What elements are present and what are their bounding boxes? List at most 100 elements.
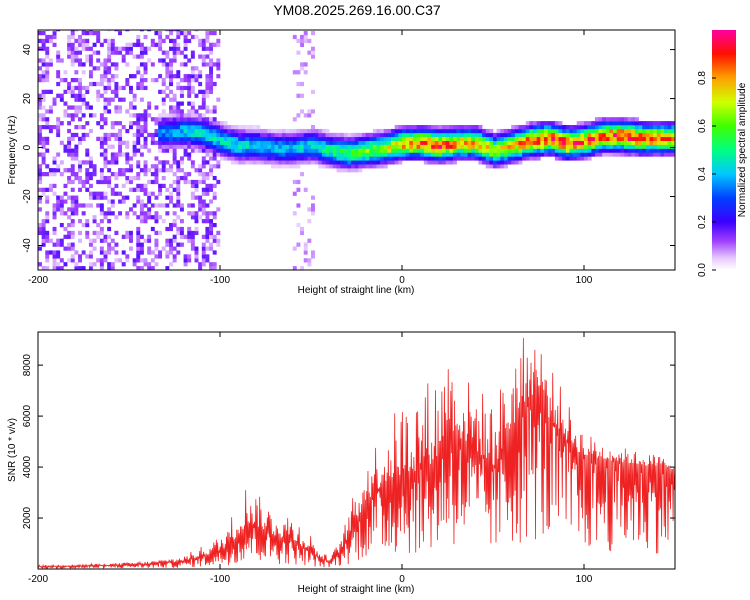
heatmap-cell (227, 140, 232, 145)
heatmap-cell (161, 62, 166, 67)
heatmap-cell (336, 144, 341, 149)
heatmap-cell (190, 78, 195, 83)
heatmap-cell (150, 136, 155, 141)
heatmap-cell (638, 140, 643, 145)
heatmap-cell (220, 152, 224, 157)
heatmap-cell (292, 266, 297, 270)
heatmap-cell (463, 148, 468, 153)
heatmap-cell (179, 136, 184, 141)
heatmap-cell (201, 187, 206, 192)
heatmap-cell (405, 152, 410, 157)
heatmap-cell (99, 207, 104, 212)
heatmap-cell (314, 156, 319, 161)
heatmap-cell (74, 262, 79, 267)
heatmap-cell (209, 62, 214, 67)
heatmap-cell (329, 160, 334, 165)
heatmap-cell (67, 121, 72, 126)
snr-series-line (38, 337, 675, 569)
heatmap-cell (110, 266, 115, 270)
heatmap-cell (161, 125, 166, 130)
heatmap-cell (387, 128, 392, 134)
heatmap-cell (88, 191, 93, 196)
heatmap-cell (402, 140, 406, 145)
heatmap-cell (183, 38, 188, 44)
heatmap-cell (642, 121, 647, 126)
heatmap-cell (314, 152, 319, 157)
heatmap-cell (391, 128, 396, 134)
heatmap-cell (154, 215, 159, 220)
heatmap-cell (205, 246, 210, 251)
heatmap-cell (285, 144, 290, 149)
heatmap-cell (201, 140, 206, 145)
heatmap-cell (587, 121, 592, 126)
heatmap-cell (220, 121, 224, 126)
heatmap-cell (423, 136, 428, 141)
heatmap-cell (634, 144, 639, 149)
heatmap-cell (500, 148, 505, 153)
heatmap-cell (431, 136, 436, 141)
heatmap-cell (169, 262, 173, 267)
heatmap-cell (503, 140, 508, 145)
heatmap-cell (387, 136, 392, 141)
heatmap-cell (78, 89, 82, 94)
heatmap-cell (67, 140, 72, 145)
heatmap-cell (114, 191, 119, 196)
heatmap-cell (118, 168, 123, 173)
heatmap-cell (81, 30, 86, 36)
heatmap-cell (143, 262, 148, 267)
heatmap-cell (256, 128, 261, 134)
heatmap-cell (85, 132, 90, 138)
heatmap-cell (409, 136, 414, 141)
heatmap-cell (169, 105, 173, 110)
heatmap-cell (554, 132, 559, 138)
heatmap-cell (59, 266, 64, 270)
heatmap-cell (136, 34, 141, 40)
heatmap-cell (463, 136, 468, 141)
heatmap-cell (427, 156, 432, 161)
heatmap-cell (503, 160, 508, 165)
heatmap-cell (616, 136, 621, 141)
heatmap-cell (671, 140, 675, 145)
heatmap-cell (267, 152, 272, 157)
heatmap-cell (209, 30, 214, 36)
heatmap-cell (361, 144, 366, 149)
heatmap-cell (70, 85, 75, 91)
heatmap-cell (183, 54, 188, 59)
heatmap-cell (110, 199, 115, 204)
heatmap-cell (45, 109, 50, 114)
heatmap-cell (209, 246, 214, 251)
heatmap-cell (187, 74, 192, 79)
heatmap-cell (187, 144, 192, 149)
heatmap-cell (292, 132, 297, 138)
heatmap-cell (474, 128, 479, 134)
heatmap-cell (438, 144, 443, 149)
heatmap-cell (88, 105, 93, 110)
heatmap-cell (511, 128, 516, 134)
heatmap-cell (52, 156, 57, 161)
heatmap-cell (296, 187, 301, 192)
heatmap-cell (627, 152, 632, 157)
heatmap-cell (161, 246, 166, 251)
heatmap-cell (434, 144, 439, 149)
heatmap-cell (249, 140, 254, 145)
heatmap-cell (150, 226, 155, 232)
heatmap-cell (81, 62, 86, 67)
heatmap-cell (158, 230, 163, 236)
heatmap-cell (136, 266, 141, 270)
heatmap-cell (121, 234, 126, 239)
heatmap-cell (78, 78, 82, 83)
heatmap-cell (176, 191, 181, 196)
heatmap-cell (234, 148, 239, 153)
heatmap-cell (125, 30, 130, 32)
heatmap-cell (227, 148, 232, 153)
heatmap-cell (471, 125, 476, 130)
heatmap-cell (205, 148, 210, 153)
heatmap-cell (179, 207, 184, 212)
heatmap-cell (307, 152, 312, 157)
heatmap-cell (594, 148, 599, 153)
heatmap-cell (136, 128, 141, 134)
heatmap-cell (125, 179, 130, 185)
heatmap-cell (179, 226, 184, 232)
heatmap-cell (292, 211, 297, 216)
